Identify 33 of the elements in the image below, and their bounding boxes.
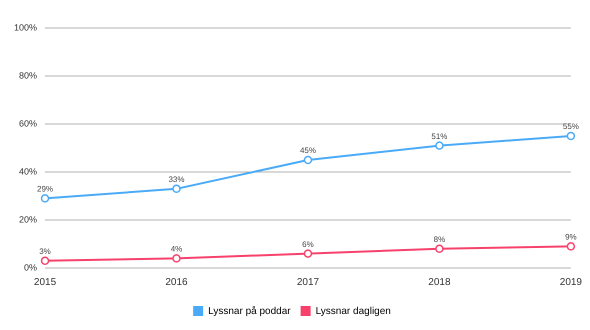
y-tick-label: 100%	[14, 22, 38, 32]
point	[172, 184, 181, 194]
point	[304, 249, 312, 258]
x-tick-label: 2017	[296, 276, 320, 288]
point	[435, 141, 444, 150]
data-label: 29%	[37, 184, 54, 194]
data-label: 51%	[431, 132, 448, 141]
legend-label: Lyssnar på poddar	[208, 304, 292, 317]
point	[566, 132, 576, 140]
legend-label: Lyssnar dagligen	[316, 306, 391, 317]
y-tick-label: 40%	[19, 166, 38, 176]
point	[304, 156, 312, 164]
data-label: 3%	[39, 247, 51, 256]
point	[40, 256, 50, 266]
x-tick-label: 2019	[560, 276, 582, 288]
point	[172, 254, 181, 263]
y-tick-label: 20%	[19, 214, 38, 224]
point	[40, 194, 50, 203]
data-label: 6%	[302, 240, 314, 249]
data-label: 4%	[170, 244, 182, 254]
data-label: 9%	[565, 232, 577, 242]
x-tick-label: 2015	[34, 276, 57, 288]
data-label: 8%	[434, 235, 446, 244]
x-tick-label: 2018	[428, 276, 451, 288]
point	[566, 242, 576, 251]
point	[435, 244, 444, 254]
y-tick-label: 80%	[19, 70, 38, 80]
x-tick-label: 2016	[165, 276, 188, 288]
data-label: 45%	[300, 146, 316, 156]
y-tick-label: 60%	[19, 118, 38, 128]
y-tick-label: 0%	[24, 262, 38, 272]
data-label: 55%	[562, 122, 579, 132]
data-label: 33%	[168, 175, 184, 184]
